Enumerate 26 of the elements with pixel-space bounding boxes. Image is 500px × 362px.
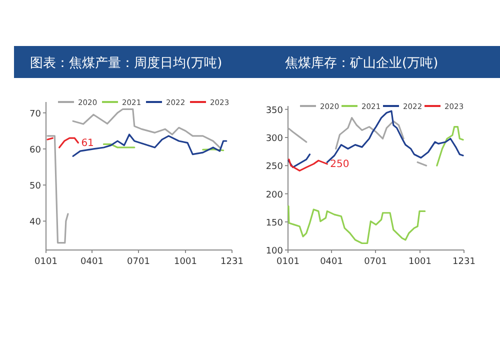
y-tick-label: 350	[266, 106, 284, 116]
line-series	[288, 158, 328, 172]
y-tick-label: 70	[30, 109, 42, 120]
y-tick-label: 250	[266, 162, 284, 172]
x-tick-label: 0101	[276, 257, 300, 267]
y-tick-label: 50	[30, 182, 42, 192]
x-tick-label: 1231	[220, 257, 244, 267]
x-tick-label: 0401	[80, 257, 104, 267]
x-tick-label: 1001	[408, 257, 432, 267]
x-tick-label: 0101	[34, 257, 58, 267]
y-tick-label: 300	[266, 134, 284, 144]
y-tick-label: 100	[266, 246, 284, 256]
x-tick-label: 0701	[127, 257, 150, 267]
x-tick-label: 1231	[452, 257, 476, 267]
x-tick-label: 0401	[320, 257, 343, 267]
y-tick-label: 60	[30, 145, 42, 156]
annotation: 250	[330, 158, 350, 170]
x-tick-label: 0701	[364, 257, 387, 267]
y-tick-label: 40	[30, 218, 42, 228]
chart-title: 焦煤库存：矿山企业(万吨)	[285, 56, 438, 71]
chart-title: 图表：焦煤产量：周度日均(万吨)	[30, 55, 222, 71]
line-series	[72, 134, 228, 157]
y-tick-label: 150	[266, 218, 284, 228]
x-tick-label: 1001	[174, 257, 197, 267]
y-tick-label: 200	[266, 190, 284, 200]
annotation: 61	[81, 138, 94, 149]
